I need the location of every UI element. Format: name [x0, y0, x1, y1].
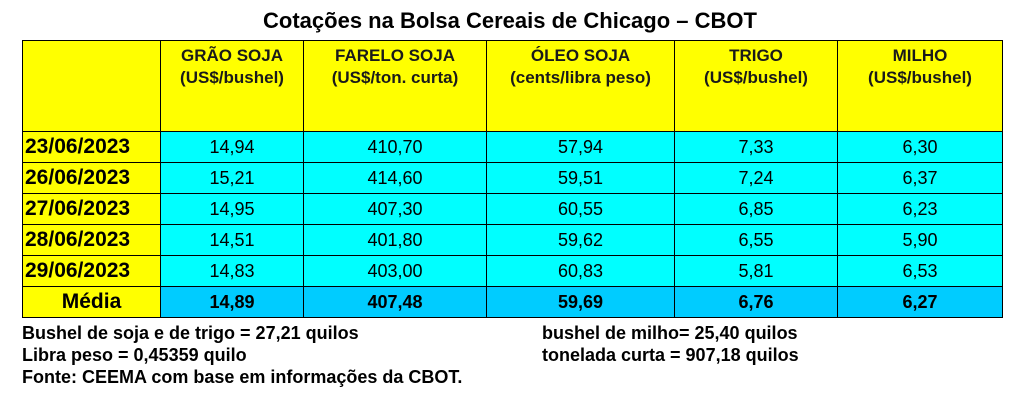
- header-milho: MILHO (US$/bushel): [837, 40, 1003, 132]
- value-cell: 414,60: [303, 162, 487, 194]
- value-cell: 14,51: [160, 224, 304, 256]
- average-label: Média: [22, 286, 161, 318]
- value-cell: 59,62: [486, 224, 675, 256]
- value-cell: 403,00: [303, 255, 487, 287]
- note-libra-peso: Libra peso = 0,45359 quilo: [22, 345, 247, 365]
- header-farelo-soja: FARELO SOJA (US$/ton. curta): [303, 40, 487, 132]
- average-row: Média 14,89 407,48 59,69 6,76 6,27: [22, 286, 1003, 318]
- value-cell: 57,94: [486, 131, 675, 163]
- header-oleo-soja: ÓLEO SOJA (cents/libra peso): [486, 40, 675, 132]
- value-cell: 401,80: [303, 224, 487, 256]
- table-row: 23/06/2023 14,94 410,70 57,94 7,33 6,30: [22, 131, 1003, 163]
- footnote-line: Fonte: CEEMA com base em informações da …: [22, 366, 1002, 388]
- average-cell: 59,69: [486, 286, 675, 318]
- table-row: 27/06/2023 14,95 407,30 60,55 6,85 6,23: [22, 193, 1003, 225]
- average-cell: 407,48: [303, 286, 487, 318]
- value-cell: 14,83: [160, 255, 304, 287]
- header-corner-cell: [22, 40, 161, 132]
- date-cell: 27/06/2023: [22, 193, 161, 225]
- value-cell: 14,95: [160, 193, 304, 225]
- note-bushel-soja-trigo: Bushel de soja e de trigo = 27,21 quilos: [22, 323, 359, 343]
- table-row: 26/06/2023 15,21 414,60 59,51 7,24 6,37: [22, 162, 1003, 194]
- page-title: Cotações na Bolsa Cereais de Chicago – C…: [263, 8, 757, 33]
- note-bushel-milho: bushel de milho= 25,40 quilos: [542, 323, 798, 343]
- value-cell: 15,21: [160, 162, 304, 194]
- value-cell: 6,85: [674, 193, 838, 225]
- table-row: 29/06/2023 14,83 403,00 60,83 5,81 6,53: [22, 255, 1003, 287]
- average-cell: 6,27: [837, 286, 1003, 318]
- value-cell: 6,30: [837, 131, 1003, 163]
- value-cell: 410,70: [303, 131, 487, 163]
- value-cell: 7,33: [674, 131, 838, 163]
- quotes-table: GRÃO SOJA (US$/bushel) FARELO SOJA (US$/to…: [22, 40, 1003, 318]
- footnote-line: Libra peso = 0,45359 quilo tonelada curt…: [22, 344, 1002, 366]
- note-tonelada-curta: tonelada curta = 907,18 quilos: [542, 345, 799, 365]
- value-cell: 5,90: [837, 224, 1003, 256]
- value-cell: 7,24: [674, 162, 838, 194]
- note-fonte: Fonte: CEEMA com base em informações da …: [22, 367, 463, 387]
- value-cell: 14,94: [160, 131, 304, 163]
- table-header-row: GRÃO SOJA (US$/bushel) FARELO SOJA (US$/to…: [22, 40, 1003, 132]
- value-cell: 407,30: [303, 193, 487, 225]
- footnotes: Bushel de soja e de trigo = 27,21 quilos…: [22, 322, 1002, 388]
- header-trigo: TRIGO (US$/bushel): [674, 40, 838, 132]
- average-cell: 6,76: [674, 286, 838, 318]
- date-cell: 23/06/2023: [22, 131, 161, 163]
- footnote-line: Bushel de soja e de trigo = 27,21 quilos…: [22, 322, 1002, 344]
- value-cell: 60,55: [486, 193, 675, 225]
- table-row: 28/06/2023 14,51 401,80 59,62 6,55 5,90: [22, 224, 1003, 256]
- average-cell: 14,89: [160, 286, 304, 318]
- value-cell: 6,23: [837, 193, 1003, 225]
- value-cell: 6,37: [837, 162, 1003, 194]
- value-cell: 6,55: [674, 224, 838, 256]
- value-cell: 60,83: [486, 255, 675, 287]
- value-cell: 5,81: [674, 255, 838, 287]
- date-cell: 26/06/2023: [22, 162, 161, 194]
- value-cell: 59,51: [486, 162, 675, 194]
- header-grao-soja: GRÃO SOJA (US$/bushel): [160, 40, 304, 132]
- value-cell: 6,53: [837, 255, 1003, 287]
- date-cell: 29/06/2023: [22, 255, 161, 287]
- date-cell: 28/06/2023: [22, 224, 161, 256]
